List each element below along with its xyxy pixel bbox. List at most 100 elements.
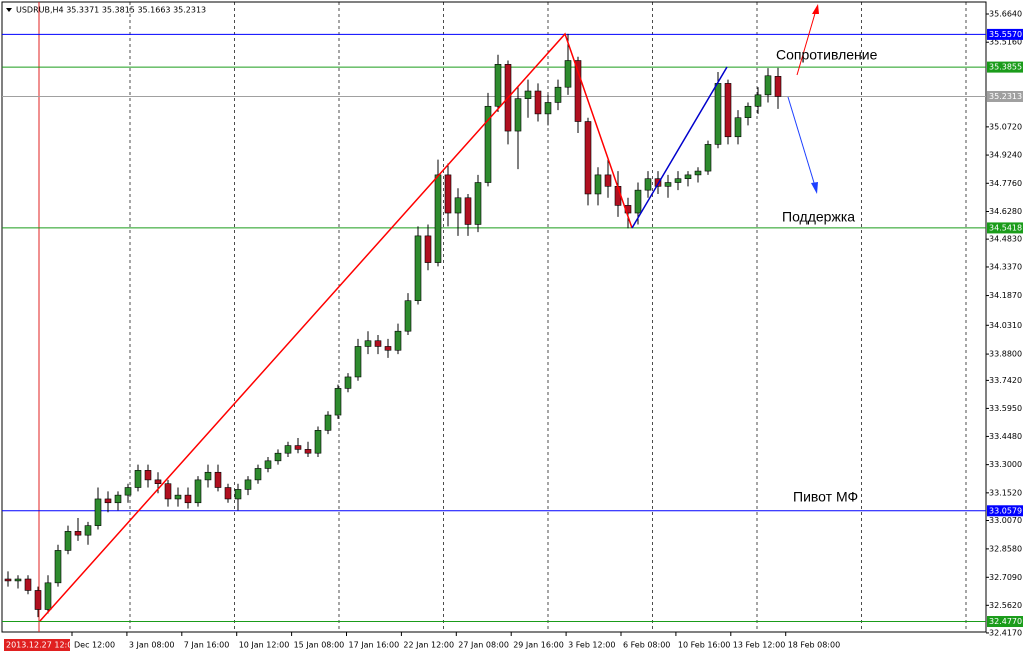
candle-body [724,83,732,138]
candle-body [204,471,212,481]
level-label: 35.5570 [989,30,1022,39]
candle-body [304,449,312,454]
candle-body [554,86,562,103]
candle-body [214,471,222,488]
level-tag [987,222,1023,234]
y-tick-label: 33.4480 [989,432,1022,441]
candle-body [114,494,122,504]
y-tick-label: 34.9240 [989,151,1022,160]
candle-body [494,64,502,107]
candle-body [584,121,592,195]
candle-body [34,590,42,610]
x-tick-label: 3 Jan 08:00 [129,641,175,650]
x-tick-label: 10 Feb 16:00 [678,641,730,650]
y-tick-label: 34.3370 [989,262,1022,271]
candle-body [264,460,272,469]
candle-body [234,489,242,500]
y-tick-label: 33.5950 [989,404,1022,413]
level-tag [987,61,1023,73]
candle-body [284,445,292,454]
candle-body [414,235,422,302]
candle-body [594,174,602,195]
plot-frame [1,1,987,633]
candle-body [474,182,482,225]
y-tick-label: 33.1520 [989,488,1022,497]
candle-body [484,105,492,183]
candle-body [274,452,282,462]
arrow-up [796,9,817,76]
candle-body [194,479,202,504]
x-tick-label: 29 Jan 16:00 [513,641,564,650]
y-tick-label: 32.8580 [989,544,1022,553]
annotation: Поддержка [782,209,855,225]
candle-body [434,174,442,263]
candle-body [394,330,402,351]
candle-body [714,83,722,145]
candle-body [734,117,742,138]
candle-body [664,182,672,187]
candle-body [694,170,702,176]
candle-body [184,494,192,504]
candle-body [564,60,572,88]
candle-body [524,90,532,99]
candle-body [324,414,332,431]
y-tick-label: 33.8800 [989,350,1022,359]
candle-body [144,470,152,481]
candle-body [754,94,762,107]
y-tick-label: 35.6640 [989,10,1022,19]
candle-body [124,487,132,496]
level-label: 35.3855 [989,63,1022,72]
candles [4,33,782,618]
candle-body [404,300,412,332]
candle-body [644,178,652,191]
y-tick-label: 33.3000 [989,460,1022,469]
candle-body [84,525,92,536]
arrowhead-down [811,182,818,194]
level-tag [987,505,1023,517]
y-tick-label: 34.0310 [989,321,1022,330]
x-tick-label: 6 Feb 08:00 [623,641,670,650]
candle-body [454,197,462,214]
candle-body [104,498,112,504]
x-tick-label: 22 Jan 12:00 [403,641,454,650]
y-tick-label: 35.5160 [989,38,1022,47]
zigzag-blue [631,66,728,229]
level-label: 33.0579 [989,506,1022,515]
arrowhead-up [812,4,819,14]
candle-body [354,346,362,378]
candle-body [314,430,322,454]
candle-body [294,445,302,450]
level-tag [987,616,1023,628]
level-label: 32.4770 [989,617,1022,626]
candle-body [254,468,262,481]
x-tick-label: 13 Feb 12:00 [733,641,785,650]
annotation: Пивот МФ [793,489,858,505]
candle-body [604,174,612,187]
y-tick-label: 34.4830 [989,235,1022,244]
y-tick-label: 32.5620 [989,601,1022,610]
candle-body [94,498,102,526]
candle-body [134,470,142,488]
candle-body [464,197,472,225]
y-tick-label: 32.7090 [989,573,1022,582]
levels [2,33,986,623]
candle-body [24,578,32,591]
candle-body [774,76,782,97]
candle-body [44,582,52,610]
x-tick-label: Dec 12:00 [74,641,115,650]
candle-body [154,479,162,484]
candle-body [444,174,452,214]
candle-body [344,376,352,389]
level-label: 35.2313 [989,92,1022,101]
candle-body [74,531,82,536]
candle-body [534,90,542,115]
x-tick-label: 18 Feb 08:00 [788,641,840,650]
y-tick-label: 34.6280 [989,207,1022,216]
y-tick-label: 35.0720 [989,122,1022,131]
candle-body [374,340,382,347]
candle-body [244,479,252,490]
candle-body [744,105,752,119]
candle-body [14,578,22,582]
